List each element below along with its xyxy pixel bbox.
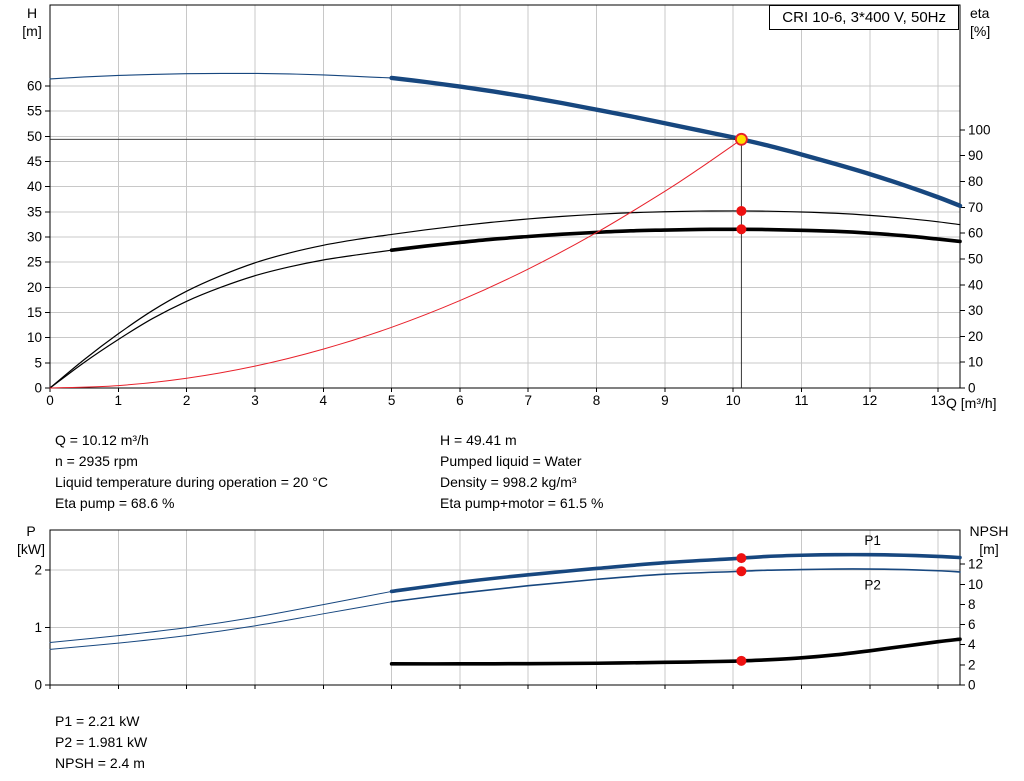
svg-text:55: 55 <box>27 104 42 119</box>
svg-text:12: 12 <box>862 393 877 408</box>
duty-point <box>734 132 748 146</box>
info-eta-total: Eta pump+motor = 61.5 % <box>440 495 604 511</box>
p1-curve-label: P1 <box>864 533 881 548</box>
npsh-curve <box>389 637 962 666</box>
result-npsh: NPSH = 2.4 m <box>55 755 145 771</box>
svg-text:15: 15 <box>27 305 42 320</box>
info-temperature: Liquid temperature during operation = 20… <box>55 474 328 490</box>
svg-text:10: 10 <box>27 330 42 345</box>
p-axis-title-symbol: P <box>26 523 36 539</box>
svg-text:5: 5 <box>388 393 396 408</box>
eta-pump-motor-curve <box>389 227 962 252</box>
svg-text:0: 0 <box>968 678 976 693</box>
svg-text:6: 6 <box>456 393 464 408</box>
eta-pump-motor-curve-low <box>49 249 393 389</box>
svg-text:4: 4 <box>320 393 328 408</box>
p2-curve-label: P2 <box>864 578 881 593</box>
qh-eta-chart: 0 1 2 3 4 5 6 7 8 9 10 11 12 130510152025303540455055… <box>27 4 991 408</box>
svg-text:50: 50 <box>27 129 42 144</box>
svg-text:2: 2 <box>968 657 976 672</box>
svg-text:90: 90 <box>968 148 983 163</box>
p1-curve-low <box>49 590 393 644</box>
svg-text:0: 0 <box>34 678 42 693</box>
svg-text:13: 13 <box>931 393 946 408</box>
svg-text:80: 80 <box>968 174 983 189</box>
eta-axis-title-symbol: eta <box>970 5 990 21</box>
result-p1: P1 = 2.21 kW <box>55 713 140 729</box>
svg-text:70: 70 <box>968 200 983 215</box>
eta-axis-title-unit: [%] <box>970 23 991 39</box>
svg-text:8: 8 <box>593 393 601 408</box>
svg-text:10: 10 <box>726 393 741 408</box>
svg-text:25: 25 <box>27 255 42 270</box>
info-speed: n = 2935 rpm <box>55 453 138 469</box>
operating-data-left: Q = 10.12 m³/h n = 2935 rpm Liquid tempe… <box>55 430 328 514</box>
svg-text:40: 40 <box>968 277 983 292</box>
info-head: H = 49.41 m <box>440 432 517 448</box>
h-axis-title-unit: [m] <box>22 23 42 39</box>
svg-text:6: 6 <box>968 617 976 632</box>
svg-text:60: 60 <box>968 226 983 241</box>
p2-point <box>736 566 747 577</box>
svg-text:4: 4 <box>968 637 976 652</box>
npsh-axis-title-unit: [m] <box>979 541 999 557</box>
svg-text:10: 10 <box>968 577 983 592</box>
svg-text:1: 1 <box>34 620 42 635</box>
pump-model-label: CRI 10-6, 3*400 V, 50Hz <box>769 5 959 30</box>
eta-pump-point <box>736 205 747 216</box>
svg-text:10: 10 <box>968 355 983 370</box>
svg-text:5: 5 <box>34 355 42 370</box>
svg-text:45: 45 <box>27 154 42 169</box>
operating-data-right: H = 49.41 m Pumped liquid = Water Densit… <box>440 430 603 514</box>
npsh-axis-title: NPSH [m] <box>962 522 1016 558</box>
svg-text:1: 1 <box>115 393 123 408</box>
svg-text:35: 35 <box>27 204 42 219</box>
svg-text:20: 20 <box>968 329 983 344</box>
info-eta-pump: Eta pump = 68.6 % <box>55 495 175 511</box>
p-axis-title: P [kW] <box>8 522 54 558</box>
eta-pump-curve <box>49 210 961 389</box>
result-data: P1 = 2.21 kW P2 = 1.981 kW NPSH = 2.4 m <box>55 711 147 774</box>
info-flow: Q = 10.12 m³/h <box>55 432 149 448</box>
system-curve <box>49 138 742 389</box>
p1-point <box>736 553 747 564</box>
info-liquid: Pumped liquid = Water <box>440 453 582 469</box>
svg-text:11: 11 <box>794 393 808 408</box>
eta-axis-title: eta [%] <box>970 4 1020 40</box>
svg-text:0: 0 <box>968 381 976 396</box>
svg-text:50: 50 <box>968 251 983 266</box>
info-density: Density = 998.2 kg/m³ <box>440 474 577 490</box>
svg-text:2: 2 <box>34 563 42 578</box>
h-axis-title: H [m] <box>12 4 52 40</box>
svg-text:9: 9 <box>661 393 669 408</box>
head-curve-low <box>49 72 393 80</box>
head-curve <box>389 75 963 209</box>
npsh-point <box>736 655 747 666</box>
p2-curve-low <box>49 601 393 650</box>
svg-text:3: 3 <box>251 393 259 408</box>
svg-text:60: 60 <box>27 79 42 94</box>
svg-text:100: 100 <box>968 122 991 137</box>
svg-text:8: 8 <box>968 597 976 612</box>
svg-text:2: 2 <box>183 393 191 408</box>
eta-pump-motor-point <box>736 224 747 235</box>
result-p2: P2 = 1.981 kW <box>55 734 148 750</box>
p-axis-title-unit: [kW] <box>17 541 45 557</box>
svg-text:30: 30 <box>968 303 983 318</box>
q-axis-title: Q [m³/h] <box>946 395 997 411</box>
svg-text:20: 20 <box>27 280 42 295</box>
svg-text:12: 12 <box>968 557 983 572</box>
svg-text:7: 7 <box>524 393 532 408</box>
svg-text:30: 30 <box>27 230 42 245</box>
svg-text:0: 0 <box>34 381 42 396</box>
svg-text:0: 0 <box>46 393 54 408</box>
svg-text:40: 40 <box>27 179 42 194</box>
npsh-axis-title-symbol: NPSH <box>969 523 1009 539</box>
h-axis-title-symbol: H <box>26 5 38 21</box>
